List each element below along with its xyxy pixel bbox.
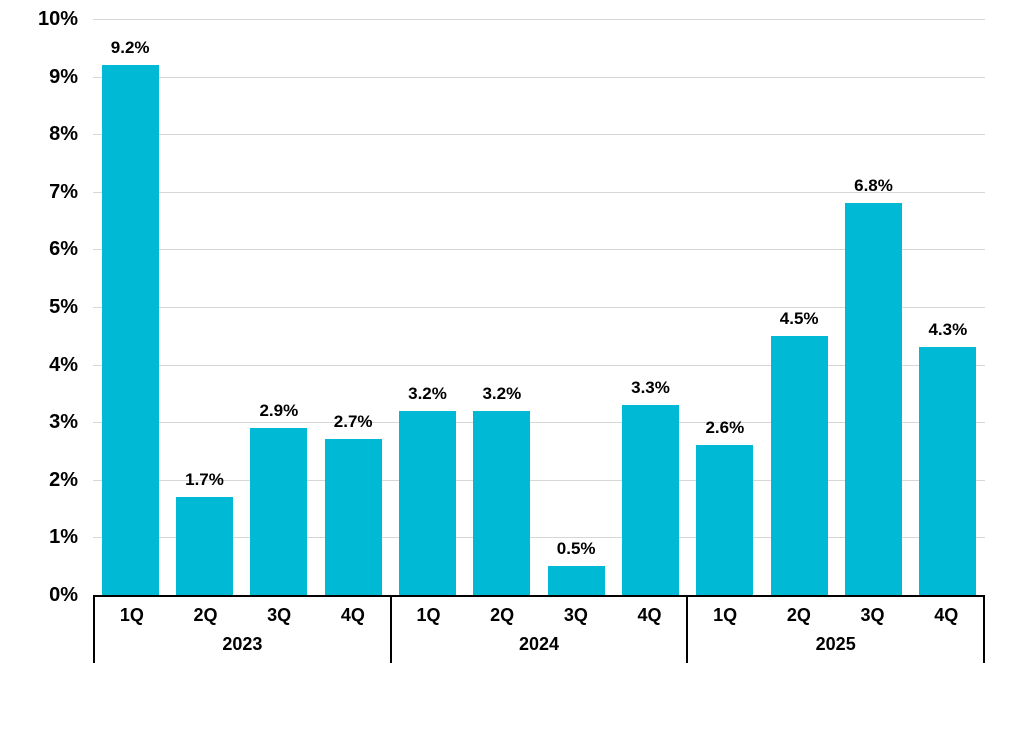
x-label-2024-4q: 4Q [637,605,662,625]
bar-2025-1q [696,445,754,595]
bar-value-label: 3.2% [408,383,447,403]
bar-2024-3q [547,566,605,595]
y-axis-tick-label: 2% [49,468,78,491]
gridline [93,249,985,251]
bar-2025-4q [919,347,977,595]
year-group-2023: 1Q 2Q 3Q 4Q 2023 [93,597,390,663]
x-label-2024-2q: 2Q [490,605,515,625]
y-axis-tick-label: 9% [49,65,78,88]
y-axis-tick-label: 1% [49,526,78,549]
x-label-2024-1q: 1Q [416,605,441,625]
bar-value-label: 2.7% [333,412,373,432]
bar-value-label: 6.8% [854,176,893,196]
gridline [93,307,985,308]
x-label-year-2023: 2023 [222,634,263,654]
y-axis-tick-label: 8% [49,123,78,146]
x-label-2025-2q: 2Q [786,605,811,625]
x-axis: 1Q 2Q 3Q 4Q 2023 1Q 2Q 3Q 4Q 2024 1Q 2Q 3Q 4Q 2025 [93,595,985,663]
plot-area: 9.2% 1.7% 2.9% 2.7% 3.2% 3.2% 0.5% 3.3% 2.6% 4.5%… [93,19,985,595]
x-label-year-2024: 2024 [518,634,560,654]
x-label-2023-3q: 3Q [267,605,292,625]
y-axis-tick-label: 6% [49,238,78,261]
x-label-2024-3q: 3Q [563,605,588,625]
y-axis-tick-label: 3% [49,411,78,434]
x-label-2025-4q: 4Q [934,605,959,625]
bar-value-label: 1.7% [185,470,224,490]
quarter-label-row: 1Q 2Q 3Q 4Q [95,597,390,634]
gridline [93,19,985,20]
gridline [93,479,985,481]
bar-2024-1q [399,410,456,595]
bar-value-label: 4.3% [928,320,968,340]
bar-2025-2q [770,335,828,595]
bar-value-label: 2.6% [705,418,745,438]
y-axis-tick-label: 10% [37,8,78,30]
y-axis-tick-label: 7% [49,180,78,203]
bar-value-label: 9.2% [110,38,150,58]
bar-value-label: 4.5% [779,308,819,328]
bar-value-label: 2.9% [259,400,299,420]
bar-2023-4q [324,439,382,595]
x-label-year-2025: 2025 [815,634,856,654]
y-axis-tick-label: 4% [49,353,78,376]
x-label-2025-1q: 1Q [713,605,738,625]
bar-value-label: 3.2% [482,383,522,403]
bar-2023-1q [101,65,159,595]
gridline [93,364,985,366]
quarter-label-row: 1Q 2Q 3Q 4Q [688,597,983,634]
y-axis-tick-label: 5% [49,296,78,318]
bar-value-label: 0.5% [556,539,596,559]
gridline [93,422,985,424]
x-label-2023-2q: 2Q [193,605,218,625]
x-label-2023-4q: 4Q [340,605,365,625]
gridline [93,76,985,78]
x-label-2023-1q: 1Q [119,605,144,625]
bar-2025-3q [845,203,902,595]
bar-2024-4q [622,404,679,595]
gridline [93,191,985,193]
gridline [93,537,985,539]
bar-2023-3q [250,427,308,595]
y-axis-tick-label: 0% [49,584,78,606]
bar-2023-2q [176,497,233,595]
bar-2024-2q [473,410,531,595]
year-group-2025: 1Q 2Q 3Q 4Q 2025 [686,597,983,663]
x-label-2025-3q: 3Q [860,605,885,625]
year-group-2024: 1Q 2Q 3Q 4Q 2024 [389,597,687,663]
bar-value-label: 3.3% [631,377,670,397]
gridline [93,134,985,136]
quarter-label-row: 1Q 2Q 3Q 4Q [392,597,687,634]
